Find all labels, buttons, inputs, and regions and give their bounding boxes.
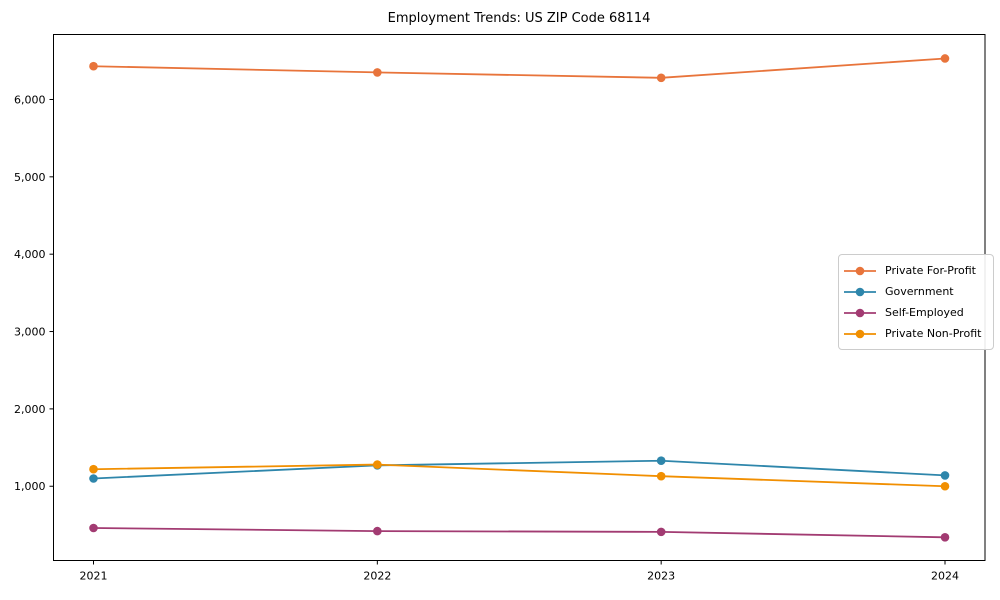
legend-line-marker-icon [844,308,876,317]
legend-line-marker-icon [844,266,876,275]
legend-line-marker-icon [844,329,876,338]
data-point [373,460,382,469]
series-line [93,57,946,79]
x-axis: 2021 2022 2023 2024 [80,560,959,583]
legend-label: Private For-Profit [885,264,976,277]
y-tick-label: 5,000 [14,171,46,184]
legend-item-government: Government [844,283,981,300]
data-point [656,527,666,537]
series-private-for-profit [89,54,950,83]
series-line [93,527,946,539]
legend-item-private-non-profit: Private Non-Profit [844,325,981,342]
data-point [373,68,382,77]
legend-item-self-employed: Self-Employed [844,304,981,321]
y-axis: 1,000 2,000 3,000 4,000 5,000 6,000 [14,93,54,493]
data-point [373,526,382,536]
data-point [89,61,98,71]
series-private-non-profit [89,460,950,491]
y-tick-label: 2,000 [14,403,46,416]
data-point [89,464,98,474]
legend-item-private-for-profit: Private For-Profit [844,262,981,279]
legend: Private For-Profit Government Self-Employe… [838,254,995,350]
data-point [656,73,666,83]
y-tick-label: 6,000 [14,93,46,106]
data-point [89,474,98,483]
series-line [93,459,946,480]
y-tick-label: 3,000 [14,326,46,339]
y-tick-label: 4,000 [14,248,46,261]
data-point [940,532,950,542]
data-point [89,523,98,533]
x-tick-label: 2023 [647,570,675,583]
legend-label: Government [885,285,954,298]
data-point [656,456,666,466]
data-point [656,471,666,481]
legend-line-marker-icon [844,287,876,296]
legend-label: Self-Employed [885,306,964,319]
chart-title: Employment Trends: US ZIP Code 68114 [387,11,651,26]
y-tick-label: 1,000 [14,480,46,493]
data-point [940,481,950,491]
x-tick-label: 2021 [80,570,108,583]
data-point [940,471,950,480]
series-self-employed [89,523,950,542]
series-line [93,463,946,488]
data-point [940,54,950,63]
x-tick-label: 2022 [363,570,391,583]
legend-label: Private Non-Profit [885,327,982,340]
x-tick-label: 2024 [931,570,959,583]
